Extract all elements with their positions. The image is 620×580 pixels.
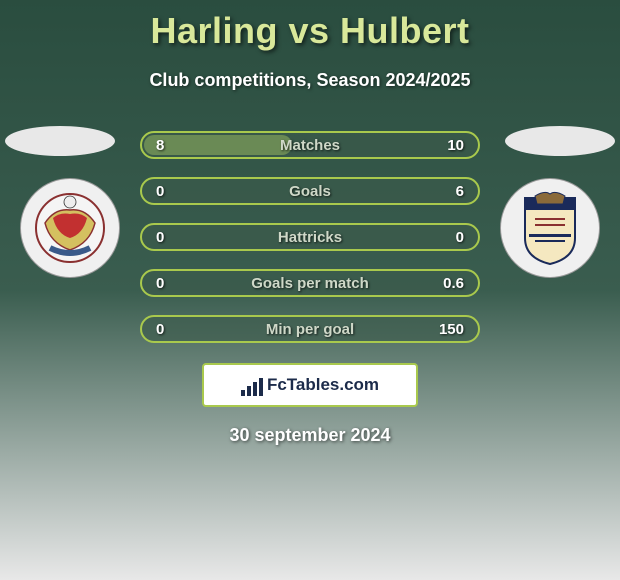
stat-row-min-per-goal: 0 Min per goal 150 — [140, 315, 480, 343]
stat-left-value: 0 — [156, 275, 164, 292]
chart-icon — [241, 374, 263, 396]
right-crest-icon — [515, 188, 585, 268]
stat-left-value: 0 — [156, 321, 164, 338]
stat-right-value: 150 — [439, 321, 464, 338]
site-logo[interactable]: FcTables.com — [202, 363, 418, 407]
stat-label: Goals per match — [251, 275, 369, 292]
stat-label: Goals — [289, 183, 331, 200]
stat-left-value: 8 — [156, 137, 164, 154]
stat-row-goals-per-match: 0 Goals per match 0.6 — [140, 269, 480, 297]
stat-left-value: 0 — [156, 229, 164, 246]
stat-fill — [144, 135, 292, 155]
right-player-oval — [505, 126, 615, 156]
page-title: Harling vs Hulbert — [0, 0, 620, 52]
stats-list: 8 Matches 10 0 Goals 6 0 Hattricks 0 0 G… — [140, 131, 480, 343]
left-player-oval — [5, 126, 115, 156]
stat-label: Min per goal — [266, 321, 354, 338]
stat-row-goals: 0 Goals 6 — [140, 177, 480, 205]
stat-right-value: 10 — [447, 137, 464, 154]
stat-label: Hattricks — [278, 229, 342, 246]
left-crest-icon — [35, 188, 105, 268]
stat-right-value: 0 — [456, 229, 464, 246]
left-club-badge — [20, 178, 120, 278]
stat-label: Matches — [280, 137, 340, 154]
stat-left-value: 0 — [156, 183, 164, 200]
stat-row-hattricks: 0 Hattricks 0 — [140, 223, 480, 251]
stat-row-matches: 8 Matches 10 — [140, 131, 480, 159]
right-club-badge — [500, 178, 600, 278]
stat-right-value: 6 — [456, 183, 464, 200]
date-label: 30 september 2024 — [0, 425, 620, 446]
logo-text: FcTables.com — [267, 375, 379, 395]
subtitle: Club competitions, Season 2024/2025 — [0, 70, 620, 91]
stat-right-value: 0.6 — [443, 275, 464, 292]
main-container: Harling vs Hulbert Club competitions, Se… — [0, 0, 620, 580]
